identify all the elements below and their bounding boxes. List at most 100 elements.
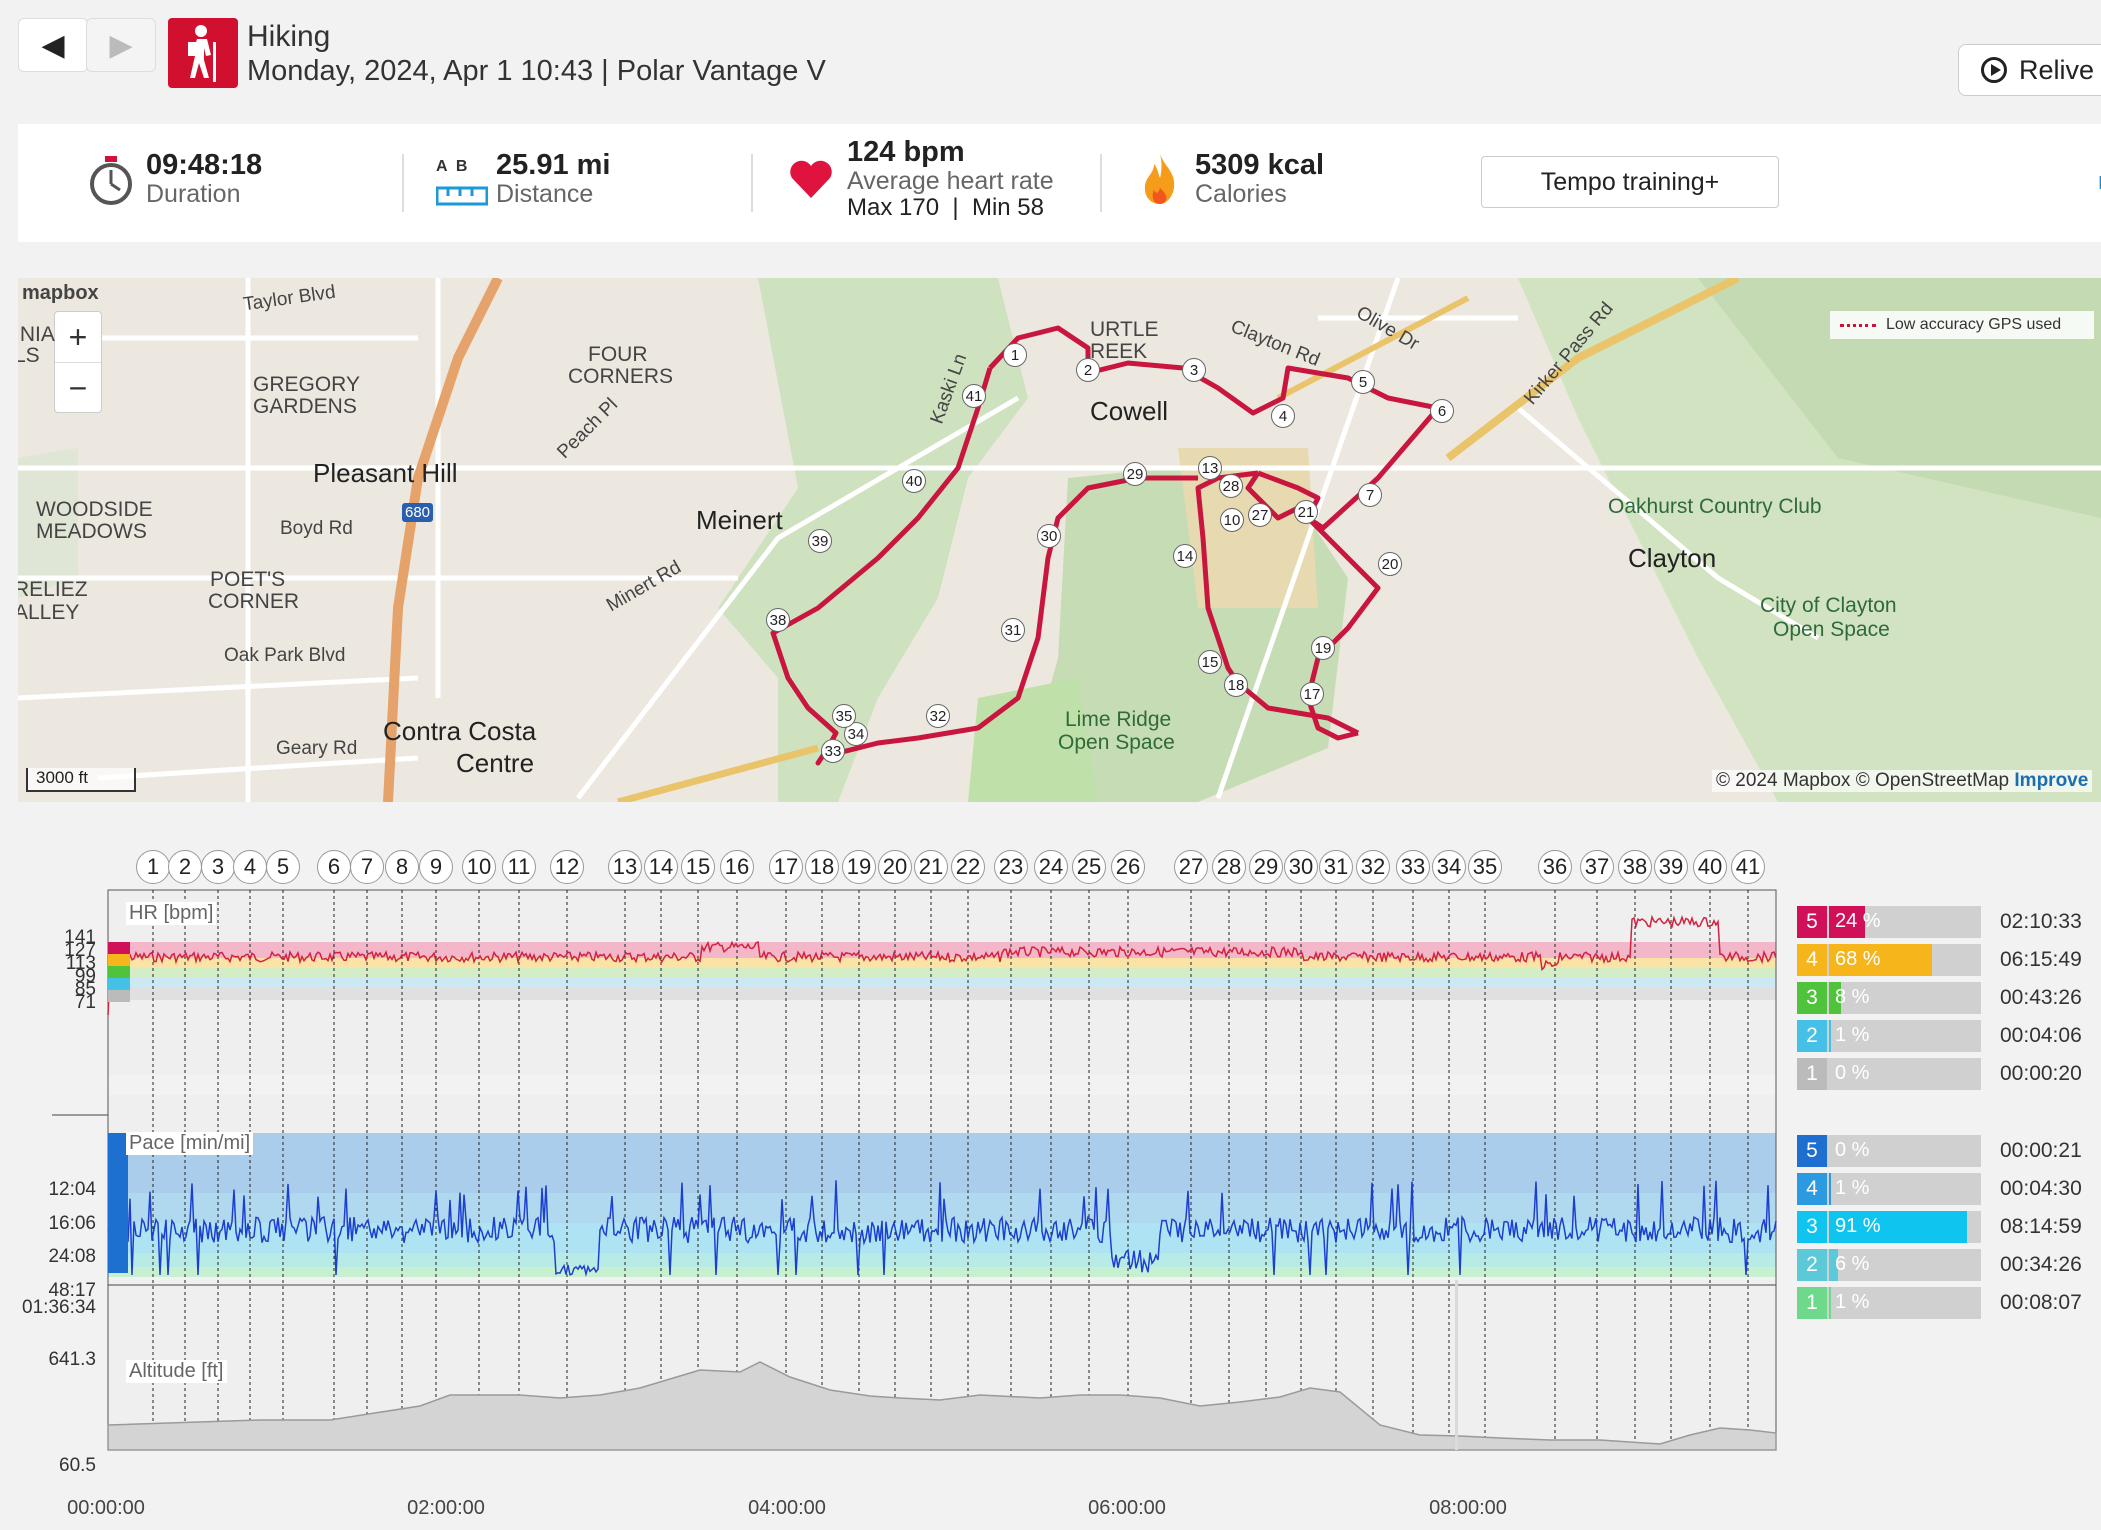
lap-marker[interactable]: 29: [1249, 850, 1283, 884]
zone-row[interactable]: 2 6 %: [1797, 1249, 1981, 1281]
route-marker[interactable]: 32: [926, 704, 950, 728]
route-marker[interactable]: 7: [1358, 483, 1382, 507]
improve-link[interactable]: Improve: [2014, 770, 2089, 791]
zone-row[interactable]: 5 24 %: [1797, 906, 1981, 938]
route-marker[interactable]: 6: [1430, 399, 1454, 423]
lap-marker[interactable]: 30: [1284, 850, 1318, 884]
lap-marker[interactable]: 38: [1618, 850, 1652, 884]
forward-button[interactable]: ▶: [86, 18, 156, 72]
lap-marker[interactable]: 22: [951, 850, 985, 884]
lap-marker[interactable]: 20: [878, 850, 912, 884]
lap-marker[interactable]: 17: [769, 850, 803, 884]
lap-marker[interactable]: 24: [1034, 850, 1068, 884]
lap-marker[interactable]: 25: [1072, 850, 1106, 884]
distance-value: 25.91 mi: [496, 149, 611, 181]
zone-row[interactable]: 3 8 %: [1797, 982, 1981, 1014]
route-map[interactable]: mapbox + − Low accuracy GPS used 3000 ft…: [18, 278, 2101, 802]
zone-row[interactable]: 2 1 %: [1797, 1020, 1981, 1052]
route-marker[interactable]: 27: [1248, 503, 1272, 527]
lap-marker[interactable]: 14: [644, 850, 678, 884]
lap-marker[interactable]: 27: [1174, 850, 1208, 884]
zone-row[interactable]: 4 68 %: [1797, 944, 1981, 976]
lap-marker[interactable]: 39: [1654, 850, 1688, 884]
route-marker[interactable]: 38: [766, 608, 790, 632]
lap-marker[interactable]: 34: [1432, 850, 1466, 884]
route-marker[interactable]: 18: [1224, 673, 1248, 697]
lap-marker[interactable]: 41: [1731, 850, 1765, 884]
route-marker[interactable]: 31: [1001, 618, 1025, 642]
lap-marker[interactable]: 37: [1580, 850, 1614, 884]
lap-marker[interactable]: 3: [201, 850, 235, 884]
back-button[interactable]: ◀: [18, 18, 88, 72]
lap-marker[interactable]: 10: [462, 850, 496, 884]
lap-marker[interactable]: 36: [1538, 850, 1572, 884]
route-marker[interactable]: 39: [808, 529, 832, 553]
charts-canvas[interactable]: [0, 850, 2101, 1530]
zone-percent: 6 %: [1835, 1253, 1870, 1275]
lap-marker[interactable]: 9: [419, 850, 453, 884]
lap-marker[interactable]: 35: [1468, 850, 1502, 884]
hr-zone-band: [108, 968, 1776, 978]
lap-marker[interactable]: 15: [681, 850, 715, 884]
route-marker[interactable]: 15: [1198, 650, 1222, 674]
lap-marker[interactable]: 7: [350, 850, 384, 884]
route-marker[interactable]: 1: [1003, 343, 1027, 367]
lap-marker[interactable]: 16: [720, 850, 754, 884]
route-marker[interactable]: 2: [1076, 358, 1100, 382]
lap-marker[interactable]: 40: [1693, 850, 1727, 884]
route-marker[interactable]: 35: [832, 704, 856, 728]
lap-marker[interactable]: 4: [233, 850, 267, 884]
lap-marker[interactable]: 5: [266, 850, 300, 884]
route-marker[interactable]: 19: [1311, 636, 1335, 660]
more-link[interactable]: m: [2098, 168, 2101, 196]
lap-marker[interactable]: 8: [385, 850, 419, 884]
lap-marker[interactable]: 12: [550, 850, 584, 884]
lap-marker[interactable]: 26: [1111, 850, 1145, 884]
zone-number: 4: [1797, 944, 1827, 976]
lap-marker[interactable]: 18: [805, 850, 839, 884]
zone-row[interactable]: 1 0 %: [1797, 1058, 1981, 1090]
lap-marker[interactable]: 32: [1356, 850, 1390, 884]
zoom-out-button[interactable]: −: [68, 369, 88, 406]
route-marker[interactable]: 33: [821, 739, 845, 763]
route-marker[interactable]: 5: [1351, 370, 1375, 394]
training-benefit-button[interactable]: Tempo training+: [1481, 156, 1779, 208]
lap-marker[interactable]: 21: [914, 850, 948, 884]
lap-marker[interactable]: 1: [136, 850, 170, 884]
route-marker[interactable]: 30: [1037, 524, 1061, 548]
lap-marker[interactable]: 6: [317, 850, 351, 884]
route-marker[interactable]: 17: [1300, 682, 1324, 706]
route-marker[interactable]: 34: [844, 722, 868, 746]
route-marker[interactable]: 41: [962, 384, 986, 408]
route-marker[interactable]: 4: [1271, 404, 1295, 428]
route-marker[interactable]: 3: [1182, 358, 1206, 382]
zone-row[interactable]: 5 0 %: [1797, 1135, 1981, 1167]
lap-marker[interactable]: 2: [168, 850, 202, 884]
zoom-in-button[interactable]: +: [55, 312, 101, 363]
lap-marker[interactable]: 11: [502, 850, 536, 884]
zone-number: 3: [1797, 982, 1827, 1014]
route-marker[interactable]: 14: [1173, 544, 1197, 568]
route-marker[interactable]: 20: [1378, 552, 1402, 576]
route-marker[interactable]: 40: [902, 469, 926, 493]
zone-row[interactable]: 3 91 %: [1797, 1211, 1981, 1243]
lap-marker[interactable]: 31: [1319, 850, 1353, 884]
lap-marker[interactable]: 19: [842, 850, 876, 884]
lap-marker[interactable]: 28: [1212, 850, 1246, 884]
route-marker[interactable]: 28: [1219, 474, 1243, 498]
route-marker[interactable]: 13: [1198, 456, 1222, 480]
lap-marker[interactable]: 33: [1396, 850, 1430, 884]
zone-row[interactable]: 4 1 %: [1797, 1173, 1981, 1205]
lap-marker[interactable]: 13: [608, 850, 642, 884]
route-marker[interactable]: 29: [1123, 462, 1147, 486]
zone-row[interactable]: 1 1 %: [1797, 1287, 1981, 1319]
zone-duration: 00:04:06: [2000, 1024, 2082, 1047]
route-marker[interactable]: 10: [1220, 508, 1244, 532]
zone-percent: 1 %: [1835, 1024, 1870, 1046]
hr-zone-swatch: [108, 942, 130, 954]
play-icon: [1981, 57, 2007, 83]
lap-marker[interactable]: 23: [994, 850, 1028, 884]
relive-button[interactable]: Relive: [1958, 44, 2101, 96]
route-marker[interactable]: 21: [1294, 500, 1318, 524]
zone-duration: 02:10:33: [2000, 910, 2082, 933]
